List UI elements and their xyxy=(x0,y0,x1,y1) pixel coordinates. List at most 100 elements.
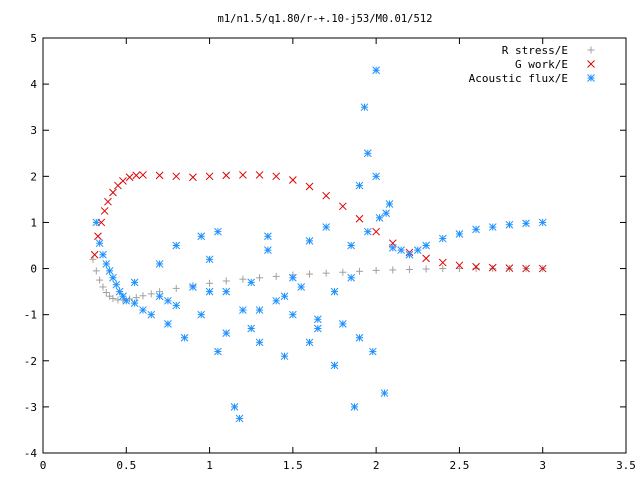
data-point xyxy=(338,202,347,211)
data-point xyxy=(385,200,394,208)
data-point xyxy=(360,103,369,112)
data-point xyxy=(350,403,359,411)
data-point xyxy=(355,214,364,223)
data-point xyxy=(538,218,547,227)
data-point xyxy=(472,225,480,234)
data-point xyxy=(255,306,264,314)
data-point xyxy=(372,227,380,236)
data-point xyxy=(99,283,107,291)
data-point xyxy=(102,260,111,268)
data-point xyxy=(363,227,372,236)
data-point xyxy=(197,310,206,319)
data-point xyxy=(92,218,101,227)
legend-label: G work/E xyxy=(515,58,568,71)
data-point xyxy=(115,287,124,296)
data-point xyxy=(164,296,172,305)
data-point xyxy=(112,280,121,289)
y-tick-label: -4 xyxy=(24,447,38,460)
series-2 xyxy=(90,171,547,273)
data-point xyxy=(147,290,155,298)
data-point xyxy=(438,258,447,267)
data-point xyxy=(322,191,331,200)
data-point xyxy=(189,283,197,291)
data-point xyxy=(355,181,364,190)
data-point xyxy=(155,260,164,268)
data-point xyxy=(322,269,330,277)
data-point xyxy=(389,266,397,274)
data-point xyxy=(355,333,364,342)
data-point xyxy=(372,266,380,274)
legend-marker xyxy=(587,60,595,68)
y-tick-label: -3 xyxy=(24,401,37,414)
data-point xyxy=(155,292,164,301)
data-point xyxy=(119,177,127,185)
data-point xyxy=(119,292,127,301)
data-point xyxy=(255,171,264,179)
data-point xyxy=(313,324,322,333)
y-tick-label: 5 xyxy=(30,32,37,45)
data-point xyxy=(247,278,256,287)
data-point xyxy=(255,338,264,347)
data-point xyxy=(94,232,102,241)
data-point xyxy=(380,389,389,397)
y-tick-label: 2 xyxy=(30,170,37,183)
axis-ticks: 0 0.5 1 1.5 2 2.5 3 3.5 -4 -3 -2 -1 0 1 2 3 4 5 xyxy=(24,32,636,472)
data-point xyxy=(488,263,497,272)
data-point xyxy=(522,264,530,273)
data-point xyxy=(92,267,100,275)
data-point xyxy=(382,209,390,218)
data-point xyxy=(130,299,139,307)
data-point xyxy=(239,275,247,283)
data-point xyxy=(264,246,272,254)
data-point xyxy=(280,352,289,361)
x-tick-label: 0.5 xyxy=(116,459,136,472)
data-point xyxy=(95,239,104,248)
data-point xyxy=(104,197,112,206)
data-point xyxy=(214,347,222,356)
data-point xyxy=(363,149,372,158)
data-point xyxy=(132,171,141,180)
data-point xyxy=(96,276,104,284)
data-point xyxy=(222,171,231,180)
data-point xyxy=(388,243,397,252)
data-point xyxy=(297,283,306,291)
data-point xyxy=(455,261,464,270)
y-tick-label: -1 xyxy=(24,309,37,322)
data-point xyxy=(197,232,206,241)
data-point xyxy=(322,223,331,231)
data-point xyxy=(272,272,280,280)
data-marks xyxy=(89,66,547,423)
data-point xyxy=(455,230,464,238)
data-point xyxy=(206,279,214,287)
data-point xyxy=(355,267,363,275)
data-point xyxy=(372,66,380,75)
data-point xyxy=(256,274,264,282)
y-tick-label: -2 xyxy=(24,355,37,368)
data-point xyxy=(347,241,356,250)
data-point xyxy=(130,278,139,287)
data-point xyxy=(147,310,156,319)
x-tick-label: 2 xyxy=(373,459,380,472)
data-point xyxy=(90,250,99,259)
data-point xyxy=(222,277,230,285)
legend-label: Acoustic flux/E xyxy=(469,72,568,85)
data-point xyxy=(239,171,247,179)
legend-label: R stress/E xyxy=(502,44,568,57)
data-point xyxy=(372,172,380,181)
data-point xyxy=(139,171,147,179)
data-point xyxy=(438,234,447,243)
data-point xyxy=(405,250,414,259)
data-point xyxy=(205,287,214,296)
data-point xyxy=(122,296,131,305)
data-point xyxy=(522,219,530,228)
data-point xyxy=(172,172,181,181)
data-point xyxy=(280,292,289,301)
x-tick-label: 3.5 xyxy=(616,459,636,472)
data-point xyxy=(139,292,147,300)
data-point xyxy=(172,241,181,250)
data-point xyxy=(347,273,356,282)
plot-frame xyxy=(42,37,627,454)
data-point xyxy=(313,315,322,324)
